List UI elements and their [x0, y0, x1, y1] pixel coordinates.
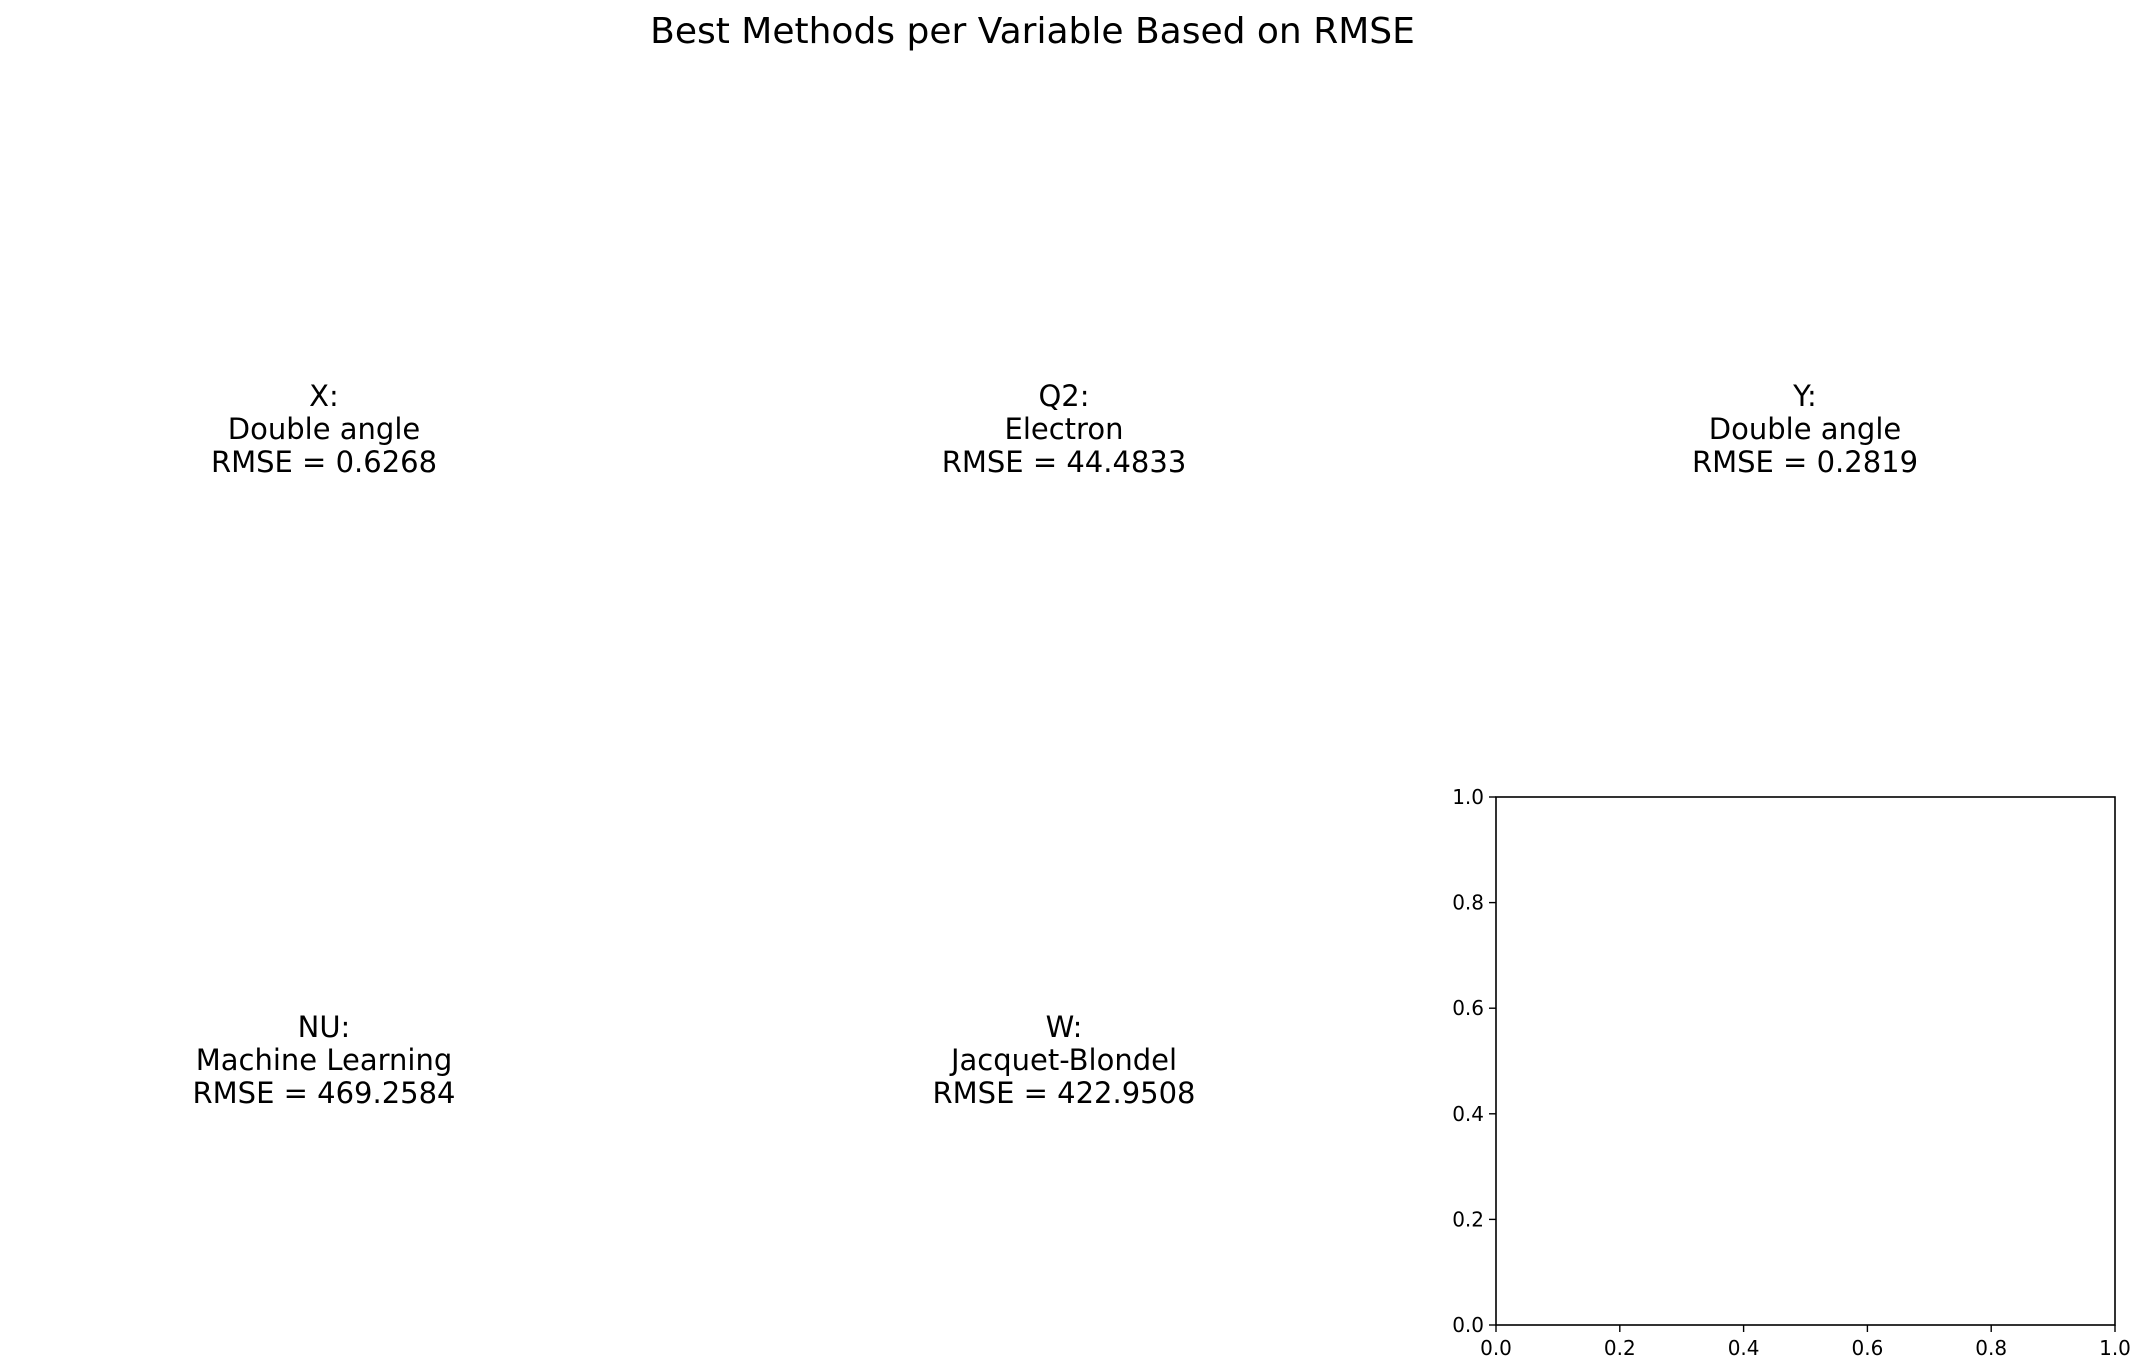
panel-rmse: RMSE = 469.2584	[192, 1076, 456, 1110]
panel-w: W: Jacquet-Blondel RMSE = 422.9508	[764, 1011, 1364, 1110]
panel-variable: NU:	[297, 1010, 351, 1044]
panel-method: Electron	[1004, 412, 1124, 446]
empty-axes-group: 0.0 0.2 0.4 0.6 0.8 1.0 0.0 0.2 0.4 0.6 0.8 1.0	[1452, 785, 2131, 1360]
panel-y: Y: Double angle RMSE = 0.2819	[1505, 380, 2105, 479]
y-tick-label: 0.6	[1452, 996, 1484, 1020]
y-tick-label: 1.0	[1452, 785, 1484, 809]
panel-rmse: RMSE = 44.4833	[941, 445, 1187, 479]
panel-method: Machine Learning	[195, 1043, 453, 1077]
panel-method: Double angle	[227, 412, 421, 446]
panel-method: Jacquet-Blondel	[950, 1043, 1178, 1077]
x-tick-label: 1.0	[2099, 1336, 2131, 1360]
y-tick-label: 0.2	[1452, 1207, 1484, 1231]
x-tick-label: 0.6	[1851, 1336, 1883, 1360]
panel-x: X: Double angle RMSE = 0.6268	[24, 380, 624, 479]
panel-variable: X:	[309, 379, 339, 413]
panel-rmse: RMSE = 0.2819	[1691, 445, 1919, 479]
panel-rmse: RMSE = 422.9508	[932, 1076, 1196, 1110]
y-tick-label: 0.4	[1452, 1102, 1484, 1126]
panel-method: Double angle	[1708, 412, 1902, 446]
panel-q2: Q2: Electron RMSE = 44.4833	[764, 380, 1364, 479]
x-tick-label: 0.0	[1480, 1336, 1512, 1360]
panel-variable: Q2:	[1038, 379, 1090, 413]
y-tick-label: 0.8	[1452, 891, 1484, 915]
y-tick-label: 0.0	[1452, 1313, 1484, 1337]
panel-rmse: RMSE = 0.6268	[210, 445, 438, 479]
panel-nu: NU: Machine Learning RMSE = 469.2584	[24, 1011, 624, 1110]
panel-variable: Y:	[1793, 379, 1817, 413]
panel-variable: W:	[1045, 1010, 1083, 1044]
figure-title: Best Methods per Variable Based on RMSE	[650, 11, 1415, 52]
x-tick-label: 0.8	[1975, 1336, 2007, 1360]
axes-frame	[1495, 796, 2116, 1326]
x-tick-label: 0.4	[1728, 1336, 1760, 1360]
x-tick-label: 0.2	[1604, 1336, 1636, 1360]
